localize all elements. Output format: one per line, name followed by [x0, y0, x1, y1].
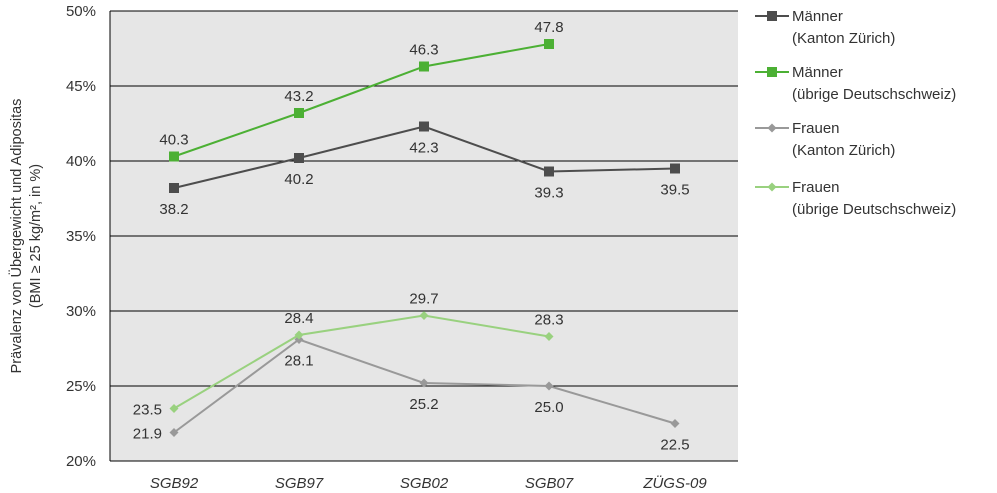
- y-tick-label: 45%: [66, 78, 96, 95]
- y-tick-label: 25%: [66, 378, 96, 395]
- series-line: [173, 314, 550, 410]
- data-point: [419, 311, 429, 320]
- data-label: 28.1: [284, 353, 313, 370]
- data-point: [670, 163, 680, 174]
- data-label: 42.3: [409, 140, 438, 157]
- legend-label: Männer: [792, 64, 843, 81]
- legend-label: (Kanton Zürich): [792, 142, 895, 159]
- x-tick-label: SGB02: [400, 475, 449, 492]
- data-point: [419, 121, 429, 132]
- legend-item: Frauen (Kanton Zürich): [755, 120, 895, 159]
- series-3: [169, 335, 680, 437]
- data-label: 46.3: [409, 42, 438, 59]
- data-label: 39.3: [534, 185, 563, 202]
- data-point: [294, 330, 304, 340]
- series-1: [169, 121, 680, 193]
- data-point: [544, 332, 554, 341]
- data-point: [544, 39, 554, 49]
- data-point: [294, 108, 304, 118]
- data-point: [419, 378, 429, 388]
- data-point: [544, 381, 554, 391]
- legend-label: Frauen: [792, 179, 840, 196]
- data-label: 40.3: [159, 132, 188, 149]
- y-axis-label-unit: (BMI ≥ 25 kg/m², in %): [28, 164, 44, 308]
- legend-label: (übrige Deutschschweiz): [792, 86, 956, 103]
- legend-marker: [767, 182, 777, 192]
- legend-label: (übrige Deutschschweiz): [792, 201, 956, 218]
- x-tick-label: SGB97: [275, 475, 324, 492]
- data-point: [169, 404, 179, 413]
- data-label: 47.8: [534, 19, 563, 36]
- data-point: [419, 61, 429, 72]
- legend-label: Männer: [792, 8, 843, 25]
- data-labels: 38.2 40.2 42.3 39.3 39.5 40.3 43.2 46.3 47.8 21.9…: [133, 19, 690, 454]
- data-label: 38.2: [159, 201, 188, 218]
- y-tick-label: 50%: [66, 3, 96, 20]
- legend-item: Frauen (übrige Deutschschweiz): [755, 179, 956, 218]
- legend: Männer (Kanton Zürich) Männer (übrige Deuts…: [755, 8, 956, 218]
- series-line: [173, 43, 550, 158]
- data-point: [169, 428, 179, 437]
- legend-label: (Kanton Zürich): [792, 30, 895, 47]
- legend-marker: [767, 67, 777, 77]
- data-label: 28.3: [534, 312, 563, 329]
- legend-marker: [767, 11, 777, 21]
- y-axis-ticks: 20% 25% 30% 35% 40% 45% 50%: [66, 3, 96, 470]
- data-point: [294, 153, 304, 163]
- y-axis-label: Prävalenz von Übergewicht und Adipositas: [7, 99, 25, 374]
- series-2: [169, 39, 554, 162]
- data-point: [169, 151, 179, 162]
- y-tick-label: 30%: [66, 303, 96, 320]
- legend-item: Männer (übrige Deutschschweiz): [755, 64, 956, 103]
- data-label: 28.4: [284, 310, 313, 327]
- data-label: 40.2: [284, 171, 313, 188]
- x-tick-label: ZÜGS-09: [642, 474, 707, 492]
- x-tick-label: SGB92: [150, 475, 199, 492]
- data-label: 25.2: [409, 396, 438, 413]
- data-label: 39.5: [660, 182, 689, 199]
- data-point: [544, 166, 554, 177]
- data-point: [169, 183, 179, 193]
- legend-item: Männer (Kanton Zürich): [755, 8, 895, 47]
- legend-marker: [767, 123, 777, 133]
- y-tick-label: 40%: [66, 153, 96, 170]
- data-label: 43.2: [284, 88, 313, 105]
- data-point: [670, 419, 680, 428]
- legend-label: Frauen: [792, 120, 840, 137]
- x-tick-label: SGB07: [525, 475, 574, 492]
- data-label: 29.7: [409, 291, 438, 308]
- data-label: 23.5: [133, 402, 162, 419]
- data-label: 25.0: [534, 399, 563, 416]
- x-axis-ticks: SGB92 SGB97 SGB02 SGB07 ZÜGS-09: [150, 474, 708, 492]
- y-tick-label: 20%: [66, 453, 96, 470]
- series-4: [169, 311, 554, 413]
- data-label: 21.9: [133, 426, 162, 443]
- data-label: 22.5: [660, 437, 689, 454]
- series-layer: [169, 39, 680, 437]
- y-tick-label: 35%: [66, 228, 96, 245]
